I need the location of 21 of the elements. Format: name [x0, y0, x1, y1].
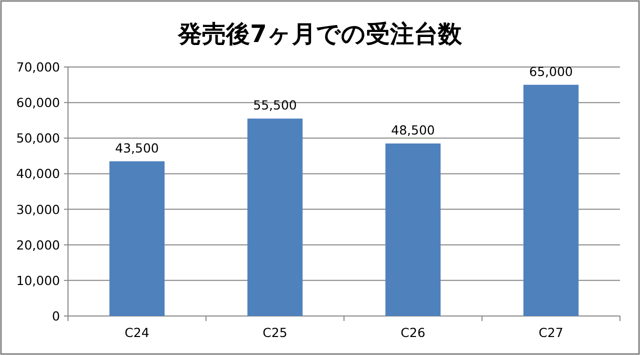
data-label: 48,500: [391, 122, 435, 138]
data-label: 55,500: [253, 98, 297, 113]
y-tick-label: 40,000: [16, 166, 60, 182]
x-tick-label: C26: [400, 325, 426, 340]
bar: [247, 118, 303, 316]
x-tick-label: C27: [538, 325, 564, 340]
data-label: 65,000: [529, 64, 573, 79]
bar: [109, 161, 165, 316]
bar: [523, 84, 579, 316]
y-tick-label: 70,000: [16, 60, 60, 74]
x-tick-label: C24: [124, 325, 150, 340]
x-tick-label: C25: [262, 325, 288, 340]
y-tick-label: 50,000: [16, 130, 60, 146]
data-label: 43,500: [115, 140, 159, 156]
bar: [385, 143, 441, 316]
y-tick-label: 20,000: [16, 237, 60, 252]
chart-title: 発売後7ヶ月での受注台数: [177, 20, 463, 48]
y-tick-label: 0: [52, 308, 60, 324]
y-tick-label: 60,000: [16, 95, 60, 110]
y-tick-label: 30,000: [16, 202, 60, 217]
y-tick-label: 10,000: [16, 272, 60, 288]
